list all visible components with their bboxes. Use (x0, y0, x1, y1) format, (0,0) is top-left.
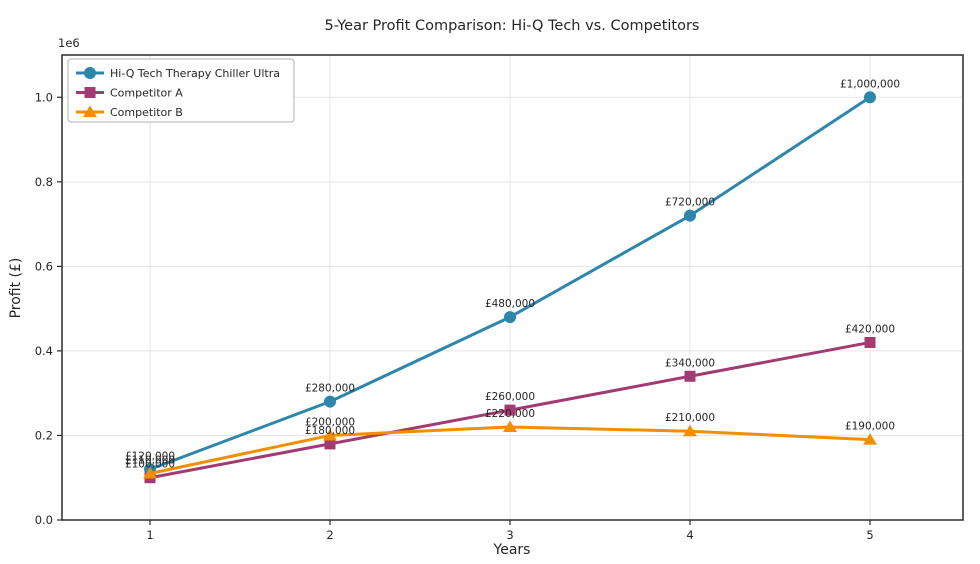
legend-marker (84, 67, 96, 79)
y-axis-offset-label: 1e6 (58, 36, 80, 50)
legend-item: Competitor B (76, 105, 183, 119)
point-label: £100,000 (125, 459, 175, 471)
x-tick-label: 2 (326, 528, 333, 542)
point-label: £200,000 (305, 416, 355, 428)
legend-label: Competitor B (110, 106, 183, 119)
point-label: £120,000 (125, 450, 175, 462)
y-tick-label: 0.8 (35, 175, 53, 189)
series-marker (323, 428, 337, 441)
x-tick-label: 5 (866, 528, 873, 542)
series-marker (863, 433, 877, 445)
point-label: £210,000 (665, 412, 715, 424)
y-tick-label: 0.4 (35, 344, 53, 358)
y-tick-label: 0.0 (35, 513, 53, 527)
legend-item: Hi-Q Tech Therapy Chiller Ultra (76, 67, 280, 80)
series-marker (864, 91, 876, 104)
series-marker (504, 404, 516, 416)
legend-item: Competitor A (76, 87, 183, 100)
point-label: £190,000 (845, 421, 895, 433)
y-tick-label: 0.2 (35, 428, 53, 442)
series-marker (503, 420, 517, 432)
point-label: £340,000 (665, 357, 715, 369)
point-label: £220,000 (485, 408, 535, 420)
x-tick-label: 4 (686, 528, 693, 542)
legend-marker (83, 105, 97, 117)
legend-box (67, 58, 295, 123)
legend-label: Hi-Q Tech Therapy Chiller Ultra (110, 67, 280, 80)
point-labels: £120,000 £280,000 £480,000 £720,000 £1,000,0… (125, 78, 900, 470)
x-tick-label: 3 (506, 528, 513, 542)
point-label: £180,000 (305, 425, 355, 437)
series-marker (684, 370, 696, 382)
x-tick-label: 1 (146, 528, 153, 542)
point-label: £1,000,000 (840, 78, 900, 90)
series-marker (324, 438, 336, 450)
x-axis-label: Years (493, 542, 531, 558)
point-label: £720,000 (665, 197, 715, 209)
series-marker (683, 424, 697, 437)
legend-label: Competitor A (110, 87, 183, 100)
series-marker (684, 209, 696, 222)
y-tick-label: 0.6 (35, 259, 53, 273)
axis-ticks: 0.0 0.2 0.4 0.6 0.8 1.0 1 2 3 4 5 (35, 90, 874, 542)
series-1 (144, 91, 876, 476)
series-marker (143, 467, 157, 479)
series-lines (143, 91, 877, 484)
point-label: £420,000 (845, 323, 895, 335)
series-marker (504, 311, 516, 324)
y-axis-label: Profit (£) (8, 258, 24, 319)
point-label: £260,000 (485, 391, 535, 403)
legend: Hi-Q Tech Therapy Chiller Ultra Competito… (67, 58, 295, 123)
series-marker (324, 395, 336, 408)
chart-title: 5-Year Profit Comparison: Hi-Q Tech vs. … (325, 18, 700, 34)
plot-area-border (61, 54, 964, 521)
point-label: £480,000 (485, 298, 535, 310)
point-label: £110,000 (125, 455, 175, 467)
point-label: £280,000 (305, 383, 355, 395)
series-marker (864, 336, 876, 348)
legend-marker (84, 87, 96, 98)
series-3 (143, 420, 877, 479)
y-tick-label: 1.0 (35, 90, 53, 104)
